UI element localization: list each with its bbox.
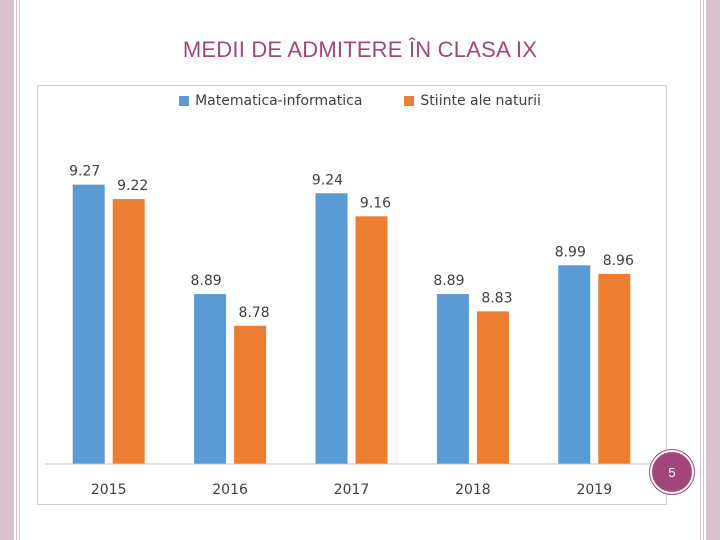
legend-swatch-series-2 bbox=[404, 96, 415, 106]
bar-series-1-2015 bbox=[72, 184, 105, 464]
data-label-series-2-2017: 9.16 bbox=[360, 195, 391, 211]
x-tick-label-2016: 2016 bbox=[212, 482, 248, 498]
legend-swatch-series-1 bbox=[179, 96, 190, 106]
left-decor-line bbox=[16, 0, 17, 540]
right-decor-stripe bbox=[706, 0, 720, 540]
x-tick-label-2019: 2019 bbox=[576, 482, 612, 498]
legend-item-series-1: Matematica-informatica bbox=[179, 93, 362, 109]
data-label-series-1-2016: 8.89 bbox=[191, 273, 222, 289]
left-decor-line bbox=[19, 0, 20, 540]
data-label-series-2-2018: 8.83 bbox=[481, 290, 512, 306]
data-label-series-2-2016: 8.78 bbox=[239, 305, 270, 321]
bar-series-2-2019 bbox=[598, 273, 631, 464]
chart-legend: Matematica-informatica Stiinte ale natur… bbox=[0, 93, 720, 109]
data-label-series-2-2015: 9.22 bbox=[117, 178, 148, 194]
legend-item-series-2: Stiinte ale naturii bbox=[404, 93, 541, 109]
data-label-series-1-2018: 8.89 bbox=[433, 273, 464, 289]
data-label-series-2-2019: 8.96 bbox=[603, 253, 634, 269]
legend-label-series-1: Matematica-informatica bbox=[195, 93, 363, 109]
bar-series-1-2018 bbox=[436, 294, 469, 464]
bar-series-2-2017 bbox=[355, 216, 388, 464]
data-label-series-1-2015: 9.27 bbox=[69, 164, 100, 180]
right-decor-line bbox=[703, 0, 704, 540]
x-tick-label-2015: 2015 bbox=[91, 482, 127, 498]
bar-series-2-2015 bbox=[112, 199, 145, 465]
slide-title: MEDII DE ADMITERE ÎN CLASA IX bbox=[182, 37, 538, 62]
page-number-badge: 5 bbox=[650, 450, 694, 494]
legend-label-series-2: Stiinte ale naturii bbox=[420, 93, 541, 109]
left-decor-stripe bbox=[0, 0, 14, 540]
right-decor-line bbox=[700, 0, 701, 540]
bar-series-2-2016 bbox=[234, 325, 267, 464]
data-label-series-1-2019: 8.99 bbox=[555, 244, 586, 260]
bar-series-2-2018 bbox=[476, 311, 509, 464]
data-label-series-1-2017: 9.24 bbox=[312, 172, 343, 188]
bar-series-1-2016 bbox=[194, 294, 227, 464]
x-tick-label-2017: 2017 bbox=[334, 482, 370, 498]
x-tick-label-2018: 2018 bbox=[455, 482, 491, 498]
bar-series-1-2019 bbox=[558, 265, 591, 464]
bar-series-1-2017 bbox=[315, 193, 348, 464]
